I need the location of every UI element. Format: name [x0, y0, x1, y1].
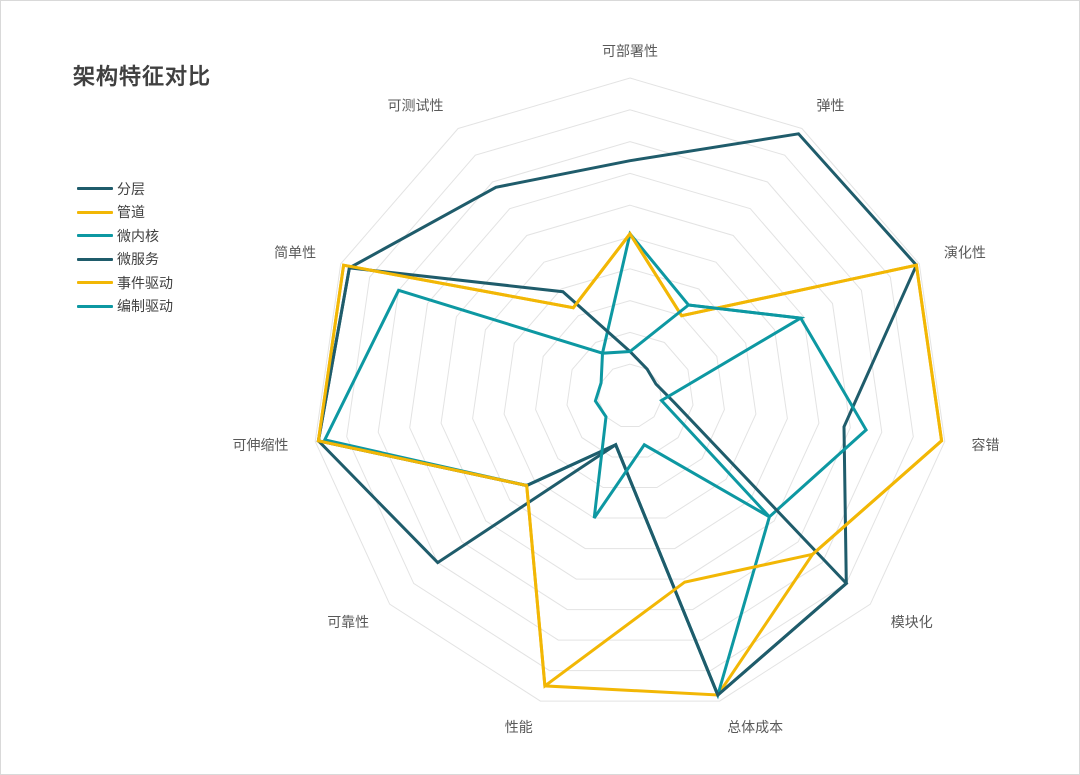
- legend-label: 事件驱动: [117, 275, 173, 292]
- axis-label: 简单性: [274, 245, 316, 262]
- legend-label: 编制驱动: [117, 299, 173, 316]
- legend-item: 管道: [77, 201, 173, 225]
- series-line-0: [316, 132, 919, 698]
- legend-swatch: [77, 281, 113, 285]
- legend: 分层管道微内核微服务事件驱动编制驱动: [77, 177, 173, 318]
- legend-item: 编制驱动: [77, 295, 173, 319]
- grid-ring: [440, 204, 820, 580]
- grid-ring: [377, 141, 883, 641]
- legend-label: 微服务: [117, 252, 159, 269]
- series-line-2: [322, 230, 869, 700]
- grid-ring: [346, 109, 914, 672]
- grid-ring: [535, 300, 725, 488]
- axis-label: 性能: [505, 720, 533, 736]
- legend-label: 分层: [117, 181, 145, 198]
- grid-ring: [503, 268, 757, 519]
- legend-item: 分层: [77, 177, 173, 201]
- axis-label: 可部署性: [602, 44, 658, 60]
- series-line-4: [316, 231, 944, 689]
- axis-label: 可靠性: [327, 615, 369, 631]
- legend-item: 微内核: [77, 224, 173, 248]
- axis-label: 容错: [972, 437, 1000, 454]
- axis-label: 总体成本: [727, 720, 783, 736]
- axis-label: 可测试性: [388, 99, 444, 115]
- legend-item: 事件驱动: [77, 271, 173, 295]
- axis-label: 可伸缩性: [233, 438, 289, 454]
- legend-swatch: [77, 210, 113, 214]
- series-line-5: [592, 303, 806, 519]
- axis-label: 演化性: [944, 246, 986, 262]
- grid-ring: [314, 77, 946, 702]
- axis-label: 弹性: [817, 99, 845, 115]
- series-line-3: [316, 266, 849, 698]
- axis-label: 模块化: [891, 615, 933, 631]
- legend-swatch: [77, 234, 113, 238]
- legend-swatch: [77, 187, 113, 191]
- legend-label: 管道: [117, 205, 145, 222]
- radar-grid: [314, 77, 946, 702]
- legend-label: 微内核: [117, 228, 159, 245]
- grid-ring: [566, 331, 694, 458]
- legend-swatch: [77, 304, 113, 308]
- radar-series: [316, 132, 944, 700]
- grid-ring: [472, 236, 788, 550]
- legend-item: 微服务: [77, 248, 173, 272]
- grid-ring: [597, 363, 663, 427]
- chart-title: 架构特征对比: [73, 65, 212, 90]
- legend-swatch: [77, 257, 113, 261]
